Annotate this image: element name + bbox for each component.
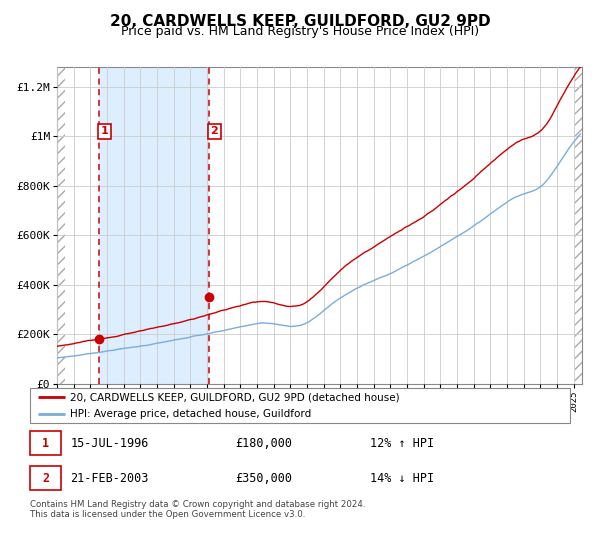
Text: 2: 2 (210, 127, 218, 137)
Text: 20, CARDWELLS KEEP, GUILDFORD, GU2 9PD (detached house): 20, CARDWELLS KEEP, GUILDFORD, GU2 9PD (… (71, 393, 400, 403)
Text: 12% ↑ HPI: 12% ↑ HPI (370, 437, 434, 450)
Text: £180,000: £180,000 (235, 437, 292, 450)
Text: 20, CARDWELLS KEEP, GUILDFORD, GU2 9PD: 20, CARDWELLS KEEP, GUILDFORD, GU2 9PD (110, 14, 490, 29)
Text: 21-FEB-2003: 21-FEB-2003 (71, 472, 149, 484)
FancyBboxPatch shape (30, 466, 61, 490)
Text: 15-JUL-1996: 15-JUL-1996 (71, 437, 149, 450)
Bar (100, 67, 209, 384)
Text: £350,000: £350,000 (235, 472, 292, 484)
Text: HPI: Average price, detached house, Guildford: HPI: Average price, detached house, Guil… (71, 409, 312, 419)
Text: 14% ↓ HPI: 14% ↓ HPI (370, 472, 434, 484)
FancyBboxPatch shape (30, 431, 61, 455)
Text: 1: 1 (42, 437, 49, 450)
Text: 1: 1 (100, 127, 108, 137)
Text: 2: 2 (42, 472, 49, 484)
Text: Contains HM Land Registry data © Crown copyright and database right 2024.
This d: Contains HM Land Registry data © Crown c… (30, 500, 365, 519)
Text: Price paid vs. HM Land Registry's House Price Index (HPI): Price paid vs. HM Land Registry's House … (121, 25, 479, 38)
